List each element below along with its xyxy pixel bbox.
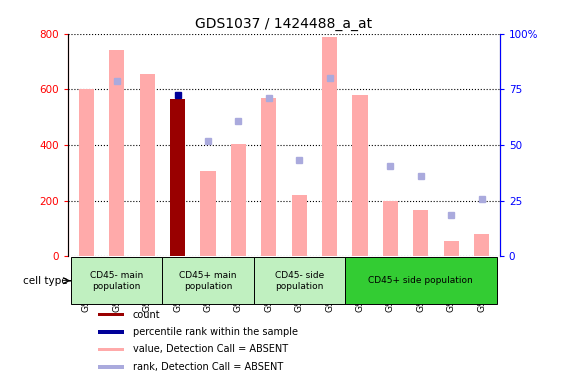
Bar <box>170 99 185 256</box>
Text: CD45+ side population: CD45+ side population <box>369 276 473 285</box>
Title: GDS1037 / 1424488_a_at: GDS1037 / 1424488_a_at <box>195 17 373 32</box>
Bar <box>291 195 307 256</box>
Bar <box>352 95 367 256</box>
Bar <box>98 313 124 316</box>
Text: CD45+ main
population: CD45+ main population <box>179 271 237 291</box>
Bar <box>79 89 94 256</box>
FancyBboxPatch shape <box>71 257 162 304</box>
FancyBboxPatch shape <box>162 257 253 304</box>
Text: value, Detection Call = ABSENT: value, Detection Call = ABSENT <box>133 344 288 354</box>
Bar <box>261 98 277 256</box>
Bar <box>98 348 124 351</box>
Text: percentile rank within the sample: percentile rank within the sample <box>133 327 298 337</box>
Bar <box>231 144 246 256</box>
Bar <box>98 365 124 369</box>
Bar <box>140 74 155 256</box>
Bar <box>322 36 337 256</box>
Text: CD45- side
population: CD45- side population <box>274 271 324 291</box>
Text: cell type: cell type <box>23 276 68 286</box>
Text: count: count <box>133 309 161 320</box>
Text: CD45- main
population: CD45- main population <box>90 271 144 291</box>
Bar <box>383 201 398 256</box>
Bar <box>109 51 124 256</box>
Bar <box>413 210 428 256</box>
FancyBboxPatch shape <box>253 257 345 304</box>
Bar <box>474 234 489 256</box>
Text: rank, Detection Call = ABSENT: rank, Detection Call = ABSENT <box>133 362 283 372</box>
Bar <box>444 241 459 256</box>
Bar <box>98 330 124 334</box>
Bar <box>201 171 216 256</box>
FancyBboxPatch shape <box>345 257 497 304</box>
